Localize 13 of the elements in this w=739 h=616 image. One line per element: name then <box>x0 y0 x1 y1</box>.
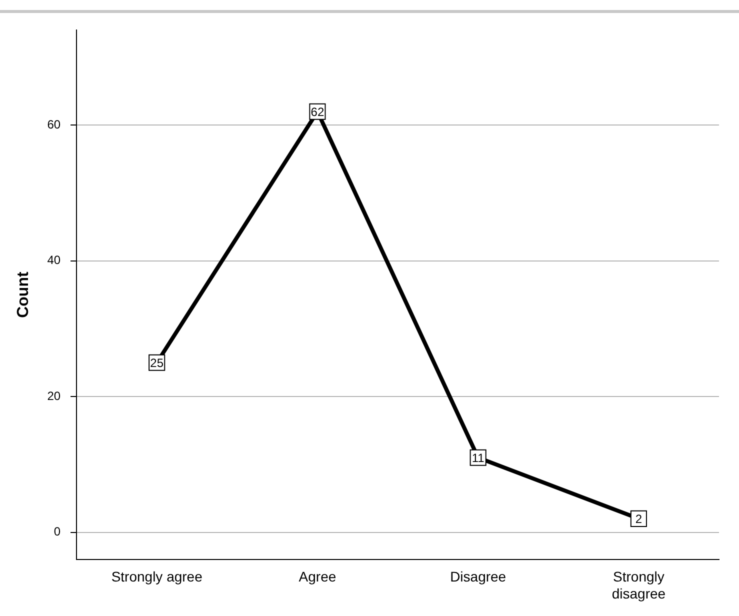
y-tick-label: 60 <box>47 117 61 132</box>
x-tick-label: Strongly disagree <box>612 568 666 602</box>
data-label: 25 <box>150 356 164 370</box>
y-tick-label: 20 <box>47 388 61 403</box>
data-label: 2 <box>635 512 642 526</box>
y-tick-label: 40 <box>47 253 61 268</box>
data-label: 62 <box>310 104 324 119</box>
y-tick-label: 0 <box>54 524 61 539</box>
x-tick-label: Disagree <box>450 568 506 585</box>
data-label: 11 <box>472 450 485 465</box>
x-tick-label: Agree <box>298 568 336 585</box>
y-axis-title: Count <box>15 271 32 318</box>
x-tick-label: Strongly agree <box>111 568 203 585</box>
